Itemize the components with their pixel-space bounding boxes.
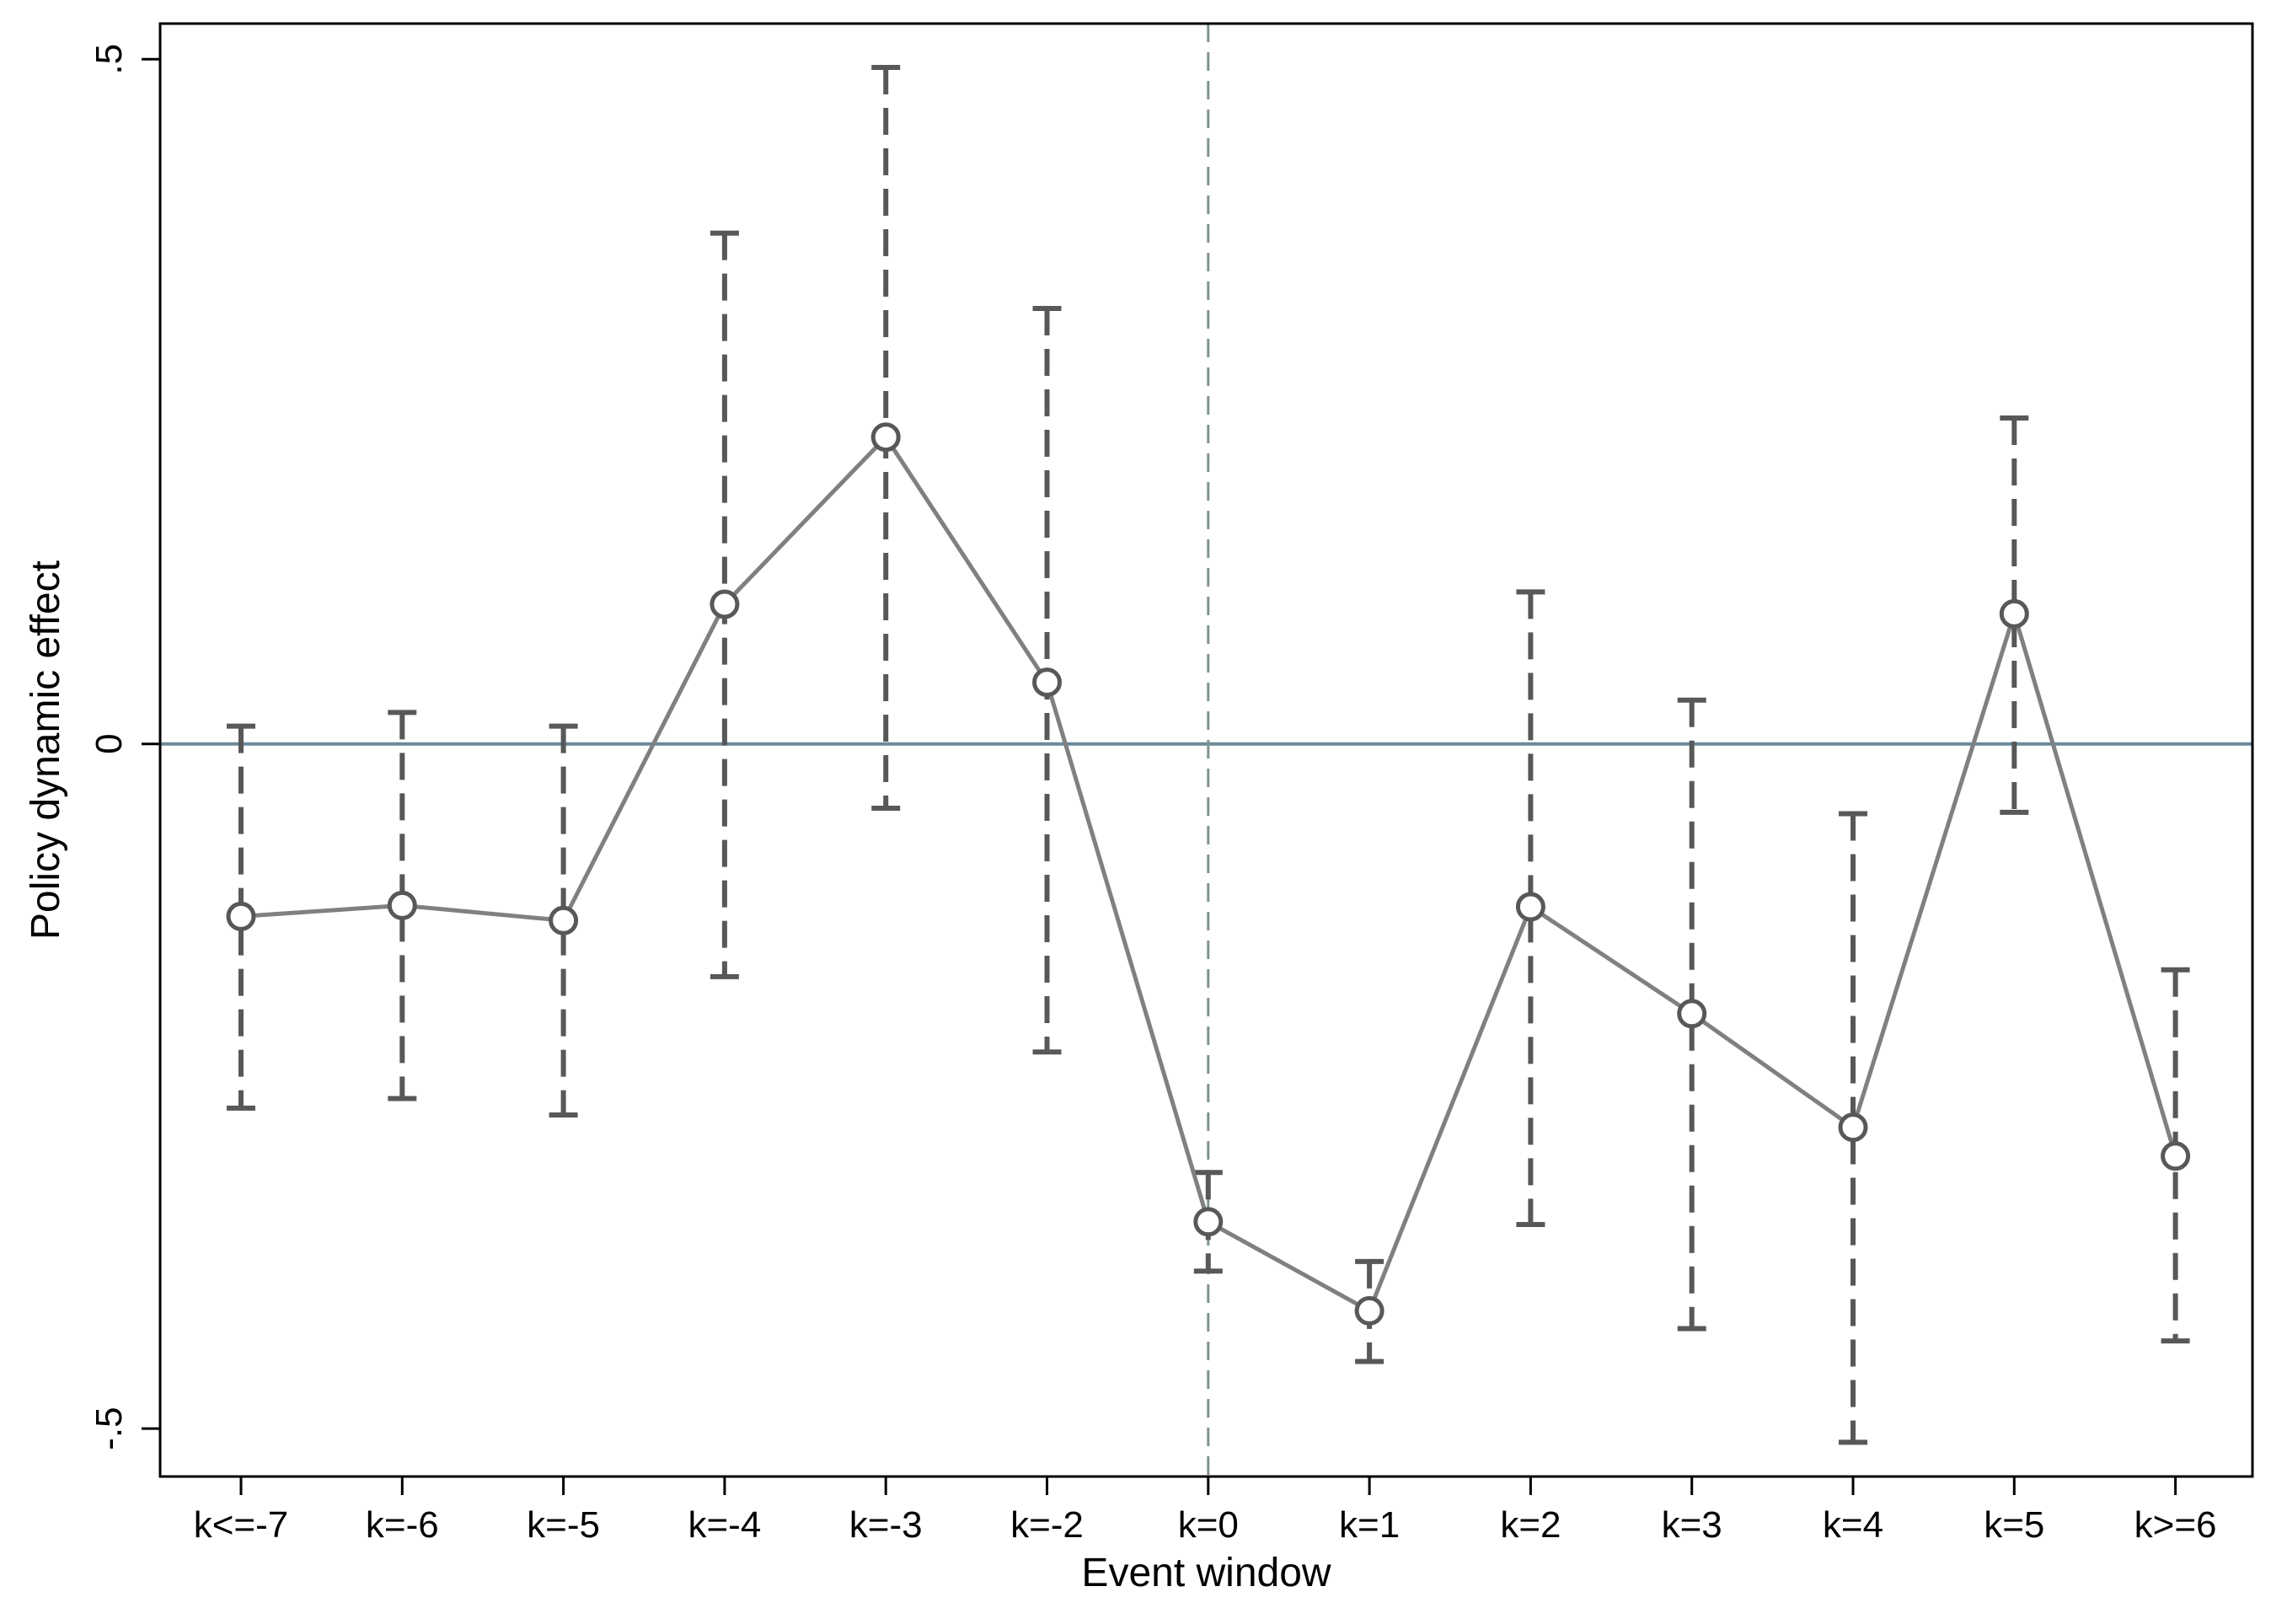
x-tick-label: k=-2 xyxy=(1010,1504,1084,1546)
plot-frame xyxy=(158,22,2254,1478)
x-axis-title: Event window xyxy=(1081,1551,1331,1595)
x-tick-label: k>=6 xyxy=(2134,1504,2217,1546)
data-points xyxy=(226,422,2191,1326)
x-tick-label: k=5 xyxy=(1984,1504,2044,1546)
y-tick-label: 0 xyxy=(88,733,130,753)
data-point xyxy=(870,422,901,453)
data-point xyxy=(549,905,579,935)
x-tick-label: k=-6 xyxy=(366,1504,439,1546)
x-tick-label: k=-3 xyxy=(849,1504,923,1546)
data-point xyxy=(1354,1295,1385,1326)
data-point xyxy=(1999,598,2029,629)
x-tick-label: k=1 xyxy=(1339,1504,1400,1546)
x-tick-label: k=3 xyxy=(1662,1504,1722,1546)
data-point xyxy=(1515,892,1545,922)
y-tick-label: -.5 xyxy=(88,1407,130,1450)
data-point xyxy=(1032,667,1062,698)
data-point xyxy=(226,901,256,931)
y-axis-title: Policy dynamic effect xyxy=(24,560,68,940)
data-point xyxy=(710,589,740,619)
data-point xyxy=(1677,999,1707,1029)
y-tick-label: .5 xyxy=(88,44,130,75)
data-point xyxy=(1193,1207,1224,1237)
x-tick-label: k=-4 xyxy=(688,1504,761,1546)
data-point xyxy=(1838,1112,1868,1143)
x-tick-label: k=4 xyxy=(1823,1504,1883,1546)
y-axis: .5 0 -.5 xyxy=(88,44,160,1450)
x-tick-label: k=2 xyxy=(1500,1504,1561,1546)
data-point xyxy=(387,890,417,920)
x-tick-label: k=0 xyxy=(1178,1504,1239,1546)
x-tick-label: k=-5 xyxy=(527,1504,600,1546)
data-point xyxy=(2161,1141,2191,1171)
x-axis: k<=-7 k=-6 k=-5 k=-4 k=-3 k=-2 k=0 k=1 k=2 k=3 k=4… xyxy=(194,1477,2217,1546)
x-tick-label: k<=-7 xyxy=(194,1504,289,1546)
